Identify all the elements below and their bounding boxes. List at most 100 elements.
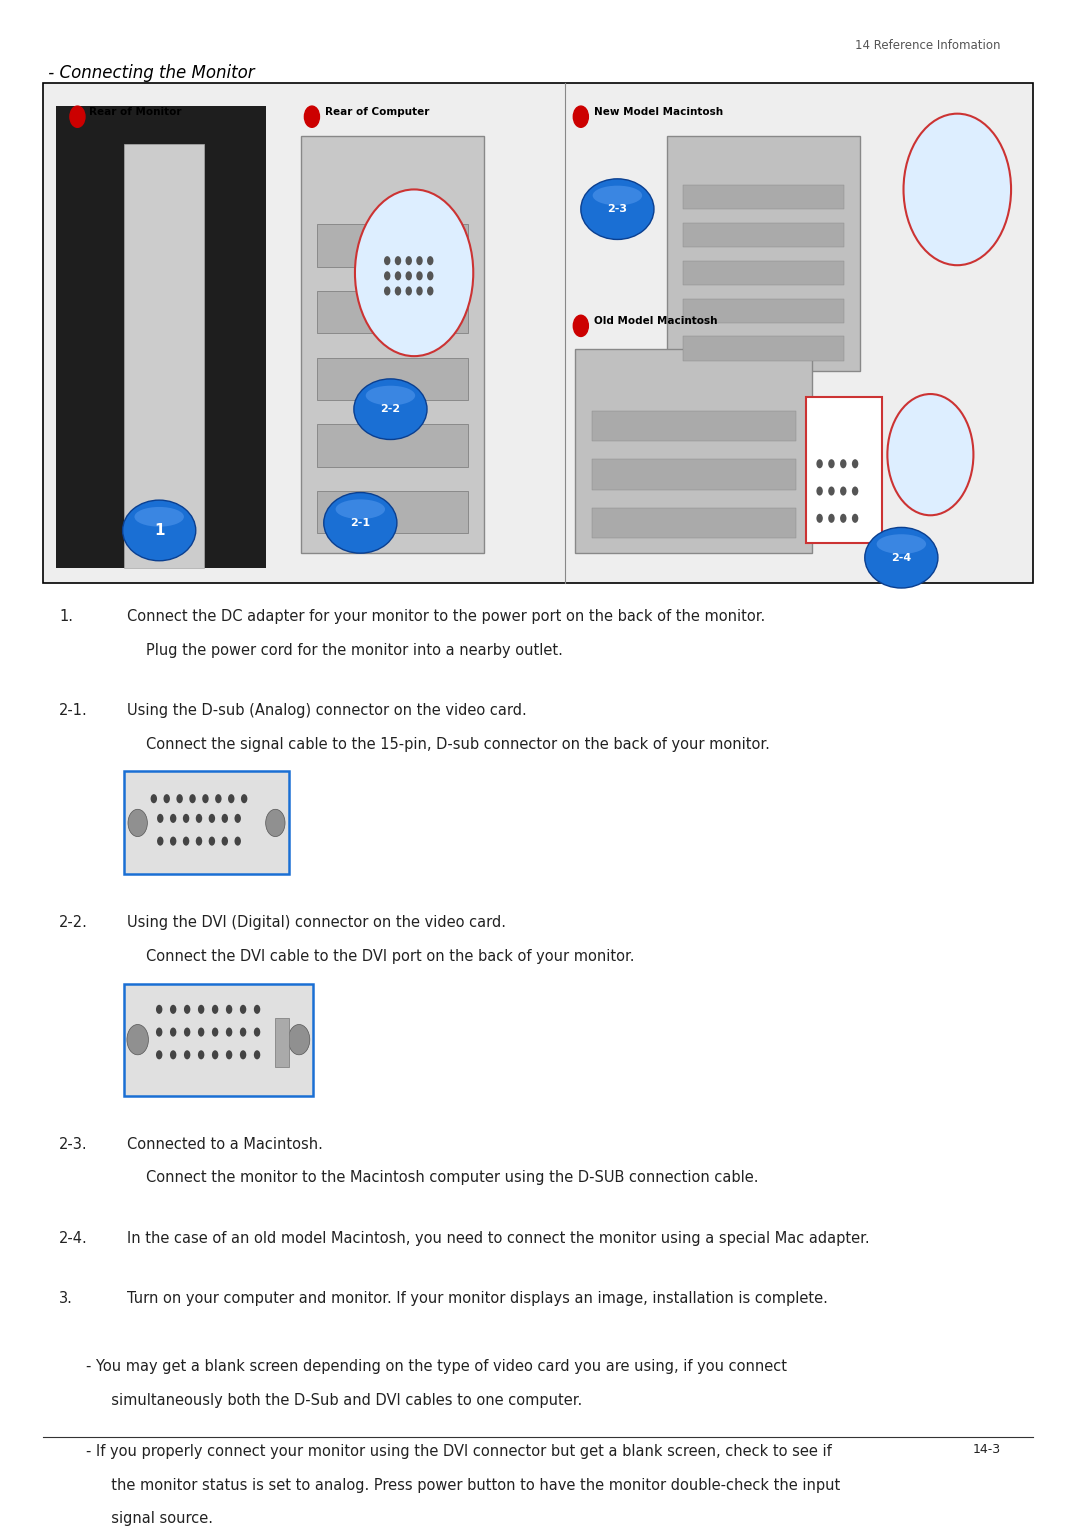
Text: 2-4: 2-4 [891, 553, 912, 563]
Circle shape [305, 105, 320, 127]
Circle shape [184, 1051, 190, 1060]
Circle shape [234, 837, 241, 846]
Circle shape [127, 1025, 148, 1055]
Text: 1: 1 [154, 522, 164, 538]
Text: Connect the signal cable to the 15-pin, D-sub connector on the back of your moni: Connect the signal cable to the 15-pin, … [146, 736, 770, 751]
Circle shape [573, 315, 589, 336]
Circle shape [212, 1028, 218, 1037]
Circle shape [828, 487, 835, 496]
Text: Connect the monitor to the Macintosh computer using the D-SUB connection cable.: Connect the monitor to the Macintosh com… [146, 1170, 759, 1185]
Circle shape [212, 1051, 218, 1060]
Text: In the case of an old model Macintosh, you need to connect the monitor using a s: In the case of an old model Macintosh, y… [127, 1231, 869, 1246]
Text: Using the DVI (Digital) connector on the video card.: Using the DVI (Digital) connector on the… [127, 915, 505, 930]
Text: simultaneously both the D-Sub and DVI cables to one computer.: simultaneously both the D-Sub and DVI ca… [103, 1393, 582, 1408]
Text: 2-4.: 2-4. [59, 1231, 87, 1246]
Text: Connect the DVI cable to the DVI port on the back of your monitor.: Connect the DVI cable to the DVI port on… [146, 948, 635, 964]
Text: Plug the power cord for the monitor into a nearby outlet.: Plug the power cord for the monitor into… [146, 643, 563, 658]
Circle shape [163, 794, 170, 803]
Circle shape [840, 513, 847, 522]
Circle shape [416, 272, 422, 281]
Circle shape [355, 189, 473, 356]
Circle shape [816, 460, 823, 469]
Ellipse shape [336, 499, 386, 519]
Text: 2-1.: 2-1. [59, 704, 87, 718]
FancyBboxPatch shape [318, 425, 468, 467]
Circle shape [904, 113, 1011, 266]
Circle shape [170, 837, 176, 846]
Circle shape [384, 287, 391, 296]
Circle shape [828, 460, 835, 469]
Text: New Model Macintosh: New Model Macintosh [594, 107, 723, 118]
Circle shape [221, 837, 228, 846]
Circle shape [416, 257, 422, 266]
Circle shape [208, 814, 215, 823]
Circle shape [288, 1025, 310, 1055]
Circle shape [852, 460, 859, 469]
Circle shape [840, 460, 847, 469]
Circle shape [384, 272, 391, 281]
Circle shape [176, 794, 183, 803]
Ellipse shape [581, 179, 654, 240]
FancyBboxPatch shape [592, 460, 796, 490]
Circle shape [405, 272, 411, 281]
Text: 2-2: 2-2 [380, 405, 401, 414]
Circle shape [240, 1005, 246, 1014]
Circle shape [395, 287, 401, 296]
Circle shape [183, 814, 189, 823]
FancyBboxPatch shape [318, 492, 468, 533]
Text: the monitor status is set to analog. Press power button to have the monitor doub: the monitor status is set to analog. Pre… [103, 1478, 840, 1492]
FancyBboxPatch shape [683, 261, 845, 286]
Text: 2-3.: 2-3. [59, 1136, 87, 1151]
FancyBboxPatch shape [806, 397, 882, 542]
Circle shape [170, 1005, 176, 1014]
Text: - Connecting the Monitor: - Connecting the Monitor [43, 64, 255, 81]
Circle shape [215, 794, 221, 803]
Circle shape [170, 1028, 176, 1037]
FancyBboxPatch shape [683, 223, 845, 247]
Text: Old Model Macintosh: Old Model Macintosh [594, 316, 717, 327]
Circle shape [427, 272, 433, 281]
Circle shape [157, 837, 163, 846]
FancyBboxPatch shape [683, 299, 845, 322]
Circle shape [184, 1005, 190, 1014]
Circle shape [129, 809, 147, 837]
FancyBboxPatch shape [124, 983, 313, 1096]
Ellipse shape [593, 186, 643, 205]
Circle shape [241, 794, 247, 803]
Circle shape [395, 272, 401, 281]
FancyBboxPatch shape [576, 348, 812, 553]
Circle shape [266, 809, 285, 837]
Circle shape [198, 1028, 204, 1037]
Circle shape [395, 257, 401, 266]
Text: 14-3: 14-3 [972, 1443, 1000, 1455]
FancyBboxPatch shape [592, 507, 796, 538]
Circle shape [221, 814, 228, 823]
Ellipse shape [123, 501, 195, 560]
Circle shape [226, 1005, 232, 1014]
Circle shape [189, 794, 195, 803]
Circle shape [254, 1005, 260, 1014]
Ellipse shape [877, 534, 926, 554]
Circle shape [195, 837, 202, 846]
Text: Using the D-sub (Analog) connector on the video card.: Using the D-sub (Analog) connector on th… [127, 704, 527, 718]
Ellipse shape [865, 527, 937, 588]
Circle shape [254, 1028, 260, 1037]
Circle shape [156, 1005, 162, 1014]
Circle shape [240, 1028, 246, 1037]
Text: 2-3: 2-3 [607, 205, 627, 214]
Text: 2-2.: 2-2. [59, 915, 89, 930]
Text: 3.: 3. [59, 1292, 73, 1306]
Text: Connected to a Macintosh.: Connected to a Macintosh. [127, 1136, 323, 1151]
Circle shape [816, 487, 823, 496]
Circle shape [888, 394, 973, 515]
Circle shape [170, 814, 176, 823]
Circle shape [184, 1028, 190, 1037]
Text: 14 Reference Infomation: 14 Reference Infomation [854, 40, 1000, 52]
Circle shape [405, 287, 411, 296]
Text: - If you properly connect your monitor using the DVI connector but get a blank s: - If you properly connect your monitor u… [86, 1445, 832, 1460]
FancyBboxPatch shape [683, 185, 845, 209]
Circle shape [150, 794, 157, 803]
Circle shape [405, 257, 411, 266]
Ellipse shape [324, 493, 396, 553]
Circle shape [170, 1051, 176, 1060]
